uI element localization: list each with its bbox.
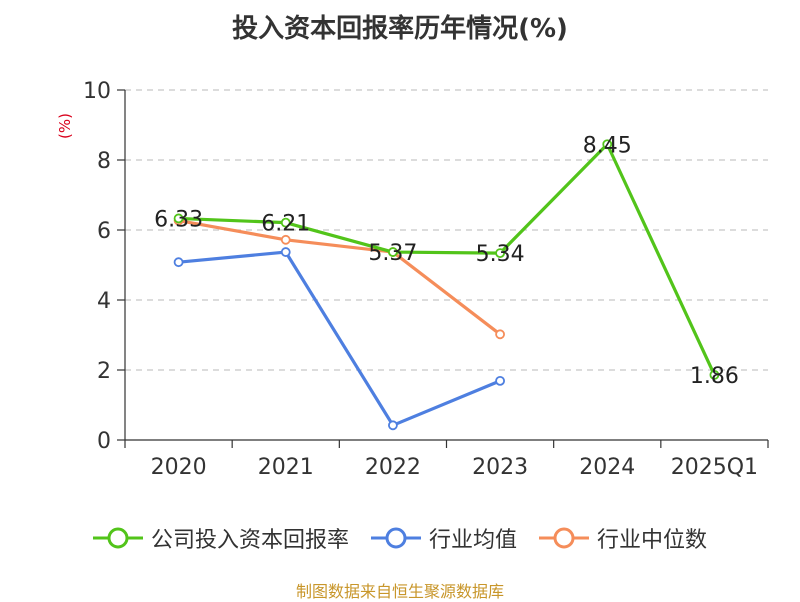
data-point	[388, 247, 398, 257]
data-point	[280, 247, 291, 257]
legend-item-industry-mean[interactable]: 行业均值	[370, 522, 517, 554]
legend-symbol-industry-median	[539, 527, 589, 549]
data-label: 5.37	[368, 241, 417, 266]
data-point	[602, 139, 613, 150]
data-point	[280, 234, 291, 245]
legend-label-company: 公司投入资本回报率	[150, 528, 349, 553]
y-tick-label: 10	[83, 79, 111, 104]
legend-label-industry-mean: 行业均值	[428, 528, 517, 553]
y-tick-label: 4	[97, 289, 111, 314]
data-point	[709, 369, 720, 380]
data-point	[280, 217, 291, 228]
y-axis-label: (%)	[56, 113, 74, 139]
y-tick-label: 2	[97, 359, 111, 384]
legend-item-company[interactable]: 公司投入资本回报率	[92, 522, 349, 554]
data-label: 6.21	[261, 212, 310, 237]
y-tick-label: 0	[97, 429, 111, 454]
legend-marker	[553, 527, 575, 549]
series	[173, 139, 720, 431]
series-line	[178, 218, 502, 336]
legend-marker	[107, 527, 129, 549]
legend: 公司投入资本回报率 行业均值 行业中位数	[0, 518, 800, 558]
x-tick-label: 2025Q1	[671, 455, 758, 480]
x-tick-label: 2020	[151, 455, 207, 480]
x-tick-label: 2024	[579, 455, 635, 480]
data-label: 1.86	[690, 364, 739, 389]
data-point	[495, 375, 505, 386]
legend-item-industry-median[interactable]: 行业中位数	[539, 522, 707, 554]
x-tick-label: 2021	[258, 455, 314, 480]
x-tick-label: 2023	[472, 455, 528, 480]
grid-lines	[125, 89, 768, 371]
legend-label-industry-median: 行业中位数	[597, 528, 708, 553]
y-tick-label: 6	[97, 219, 111, 244]
legend-symbol-company	[92, 527, 143, 549]
series-line	[178, 142, 716, 376]
source-note: 制图数据来自恒生聚源数据库	[295, 582, 504, 601]
x-tick-label: 2022	[365, 455, 421, 480]
data-labels: 6.33 6.21 5.37 5.34 8.45 1.86	[154, 133, 739, 389]
data-label: 8.45	[583, 133, 632, 158]
axes: 0 2 4 6 8 10 (%) 2020 2021 2022 2023 2024 2025Q1	[56, 79, 769, 480]
data-label: 5.34	[476, 242, 525, 267]
data-label: 6.33	[154, 207, 203, 232]
series-line	[178, 250, 501, 427]
data-point	[388, 420, 398, 431]
chart-title: 投入资本回报率历年情况(%)	[232, 14, 568, 44]
data-point	[495, 329, 505, 340]
data-point	[173, 257, 184, 268]
data-point	[173, 213, 184, 224]
legend-marker	[385, 527, 407, 549]
y-tick-label: 8	[97, 149, 111, 174]
data-point	[495, 248, 505, 259]
legend-symbol-industry-mean	[370, 527, 421, 549]
